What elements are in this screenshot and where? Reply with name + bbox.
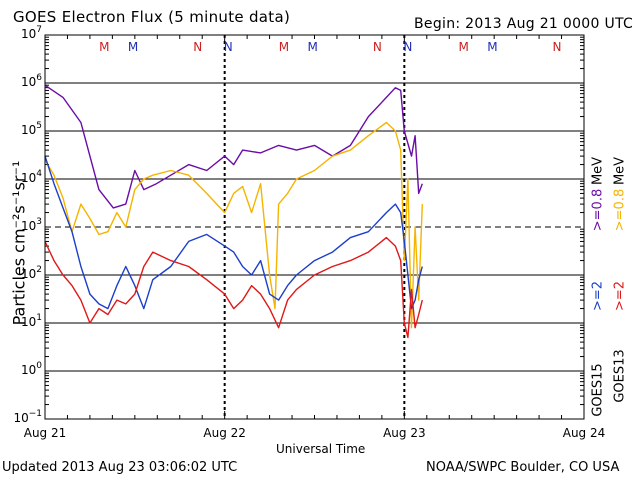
y-tick-label: 101	[20, 313, 42, 329]
chart-title: GOES Electron Flux (5 minute data)	[13, 8, 291, 26]
series-line-0	[44, 84, 423, 209]
horizontal-grid	[44, 35, 585, 419]
y-axis-label: Particles cm⁻²s⁻¹sr⁻¹	[9, 160, 29, 326]
y-tick-label: 107	[20, 25, 42, 41]
event-marker: N	[193, 40, 202, 54]
event-marker: M	[458, 40, 468, 54]
legend-unit-1: MeV	[590, 156, 606, 186]
source-credit: NOAA/SWPC Boulder, CO USA	[426, 460, 620, 475]
event-marker: N	[373, 40, 382, 54]
y-tick-label: 103	[20, 217, 42, 233]
x-tick-label: Aug 22	[203, 426, 246, 440]
event-marker: N	[403, 40, 412, 54]
series-line-3	[44, 236, 423, 339]
begin-date: Begin: 2013 Aug 21 0000 UTC	[414, 16, 634, 32]
series-line-1	[44, 121, 423, 329]
x-tick-label: Aug 21	[23, 426, 67, 440]
y-tick-label: 106	[20, 73, 42, 89]
legend-goes15-gt2: >=2	[590, 280, 606, 312]
legend-goes13-gt2: >=2	[612, 280, 628, 312]
event-marker: N	[553, 40, 562, 54]
legend-goes13: GOES13	[612, 349, 628, 403]
series-lines	[44, 84, 423, 339]
legend-unit-2: MeV	[612, 156, 628, 186]
event-marker: M	[487, 40, 497, 54]
y-tick-label: 102	[20, 265, 42, 281]
y-tick-label: 100	[20, 361, 42, 377]
event-marker: M	[279, 40, 289, 54]
event-marker: M	[308, 40, 318, 54]
legend-goes15-gt08: >=0.8	[590, 188, 606, 232]
x-axis-label: Universal Time	[276, 442, 366, 456]
y-tick-label: 104	[20, 169, 42, 185]
event-marker: M	[128, 40, 138, 54]
day-dividers	[223, 35, 406, 419]
plot-frame	[44, 34, 585, 420]
y-tick-label: 105	[20, 121, 42, 137]
event-marker: M	[99, 40, 109, 54]
y-tick-label: 10−1	[13, 409, 42, 425]
series-line-2	[44, 155, 423, 310]
legend-goes13-gt08: >=0.8	[612, 188, 628, 232]
x-tick-label: Aug 23	[383, 426, 426, 440]
x-tick-label: Aug 24	[562, 426, 606, 440]
event-marker: N	[224, 40, 233, 54]
legend-goes15: GOES15	[590, 363, 606, 417]
updated-timestamp: Updated 2013 Aug 23 03:06:02 UTC	[2, 460, 238, 475]
